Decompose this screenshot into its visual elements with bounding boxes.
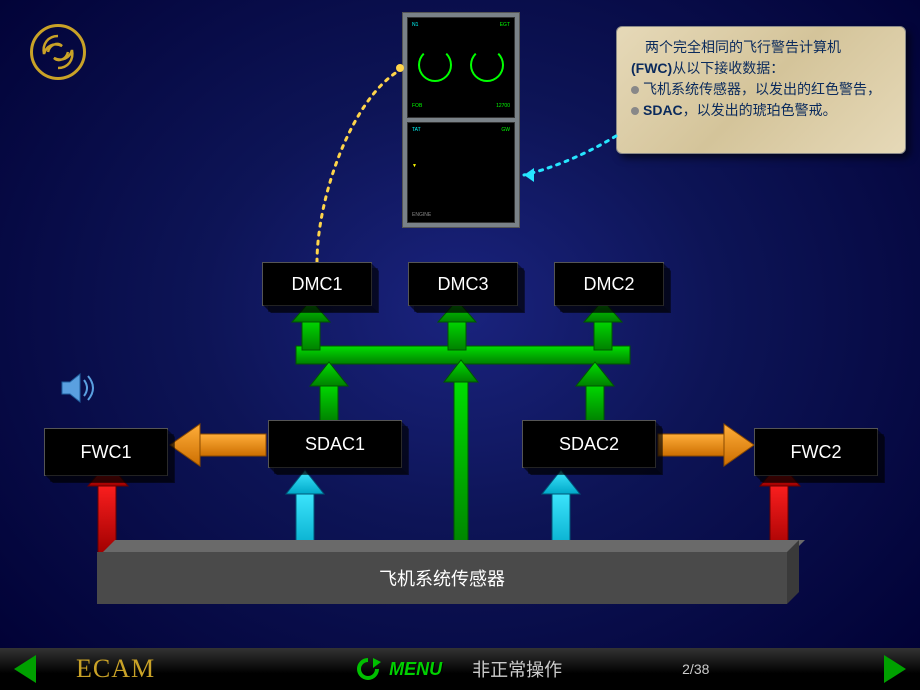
swirl-icon	[38, 32, 78, 72]
bullet-icon	[631, 107, 639, 115]
refresh-icon[interactable]	[355, 656, 381, 682]
node-label: DMC3	[437, 274, 488, 295]
ecam-lower-screen: TAT GW ▼ ENGINE	[407, 122, 515, 223]
node-sdac1: SDAC1	[268, 420, 402, 468]
node-dmc3: DMC3	[408, 262, 518, 306]
node-fwc1: FWC1	[44, 428, 168, 476]
next-button[interactable]	[884, 655, 906, 683]
node-sdac2: SDAC2	[522, 420, 656, 468]
node-label: SDAC2	[559, 434, 619, 455]
node-label: DMC2	[583, 274, 634, 295]
footer-bar: ECAM MENU 非正常操作 2/38	[0, 648, 920, 690]
sensor-3d-top	[103, 540, 805, 552]
ecam-upper-screen: N1 EGT FOB 12700	[407, 17, 515, 118]
node-dmc1: DMC1	[262, 262, 372, 306]
info-bullet1: 飞机系统传感器，以发出的红色警告，	[643, 81, 881, 97]
page-total: 38	[694, 661, 710, 677]
info-line1a: 两个完全相同的飞行警告计算机	[645, 39, 841, 55]
speaker-icon[interactable]	[58, 368, 98, 408]
info-bullet2b: ，以发出的琥珀色警戒。	[683, 102, 837, 118]
node-label: DMC1	[291, 274, 342, 295]
node-label: FWC1	[81, 442, 132, 463]
node-fwc2: FWC2	[754, 428, 878, 476]
menu-button[interactable]: MENU	[389, 659, 442, 680]
page-current: 2	[682, 661, 690, 677]
bullet-icon	[631, 86, 639, 94]
company-logo	[30, 24, 86, 80]
page-indicator: 2/38	[682, 661, 709, 677]
node-label: SDAC1	[305, 434, 365, 455]
info-line1c: 从以下接收数据：	[672, 60, 784, 76]
info-panel: 两个完全相同的飞行警告计算机 (FWC)从以下接收数据： 飞机系统传感器，以发出…	[616, 26, 906, 154]
sensor-3d-side	[787, 540, 799, 604]
info-fwc: (FWC)	[631, 60, 672, 76]
prev-button[interactable]	[14, 655, 36, 683]
node-sensor: 飞机系统传感器	[97, 552, 787, 604]
footer-title: ECAM	[76, 654, 155, 684]
ecam-display: N1 EGT FOB 12700 TAT GW ▼ ENGINE	[402, 12, 520, 228]
node-dmc2: DMC2	[554, 262, 664, 306]
footer-subtitle: 非正常操作	[472, 656, 562, 682]
info-sdac: SDAC	[643, 102, 683, 118]
node-label: FWC2	[791, 442, 842, 463]
node-label: 飞机系统传感器	[379, 565, 505, 591]
